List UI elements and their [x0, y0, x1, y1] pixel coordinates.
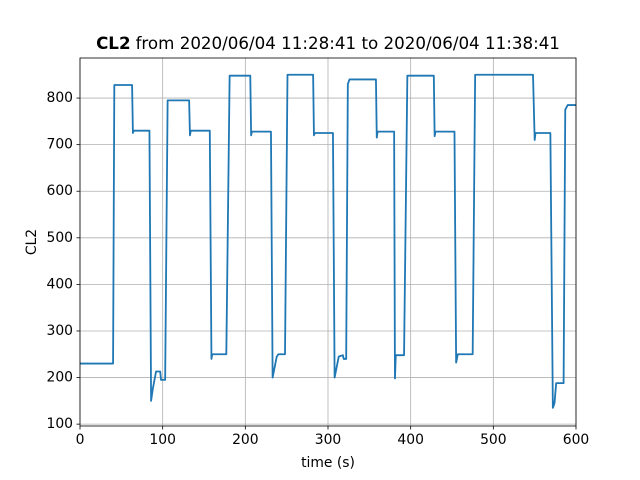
x-tick-label: 300: [315, 432, 342, 448]
x-tick-label: 600: [563, 432, 590, 448]
y-tick-label: 800: [46, 90, 73, 106]
plot-frame: [79, 57, 577, 427]
chart-title-group: CL2 from 2020/06/04 11:28:41 to 2020/06/0…: [96, 33, 560, 53]
x-tick-label: 400: [397, 432, 424, 448]
chart-subtitle: from 2020/06/04 11:28:41 to 2020/06/04 1…: [136, 33, 560, 53]
y-tick-label: 200: [46, 370, 73, 386]
y-tick-label: 400: [46, 276, 73, 292]
x-tick-label: 100: [149, 432, 176, 448]
x-tick-label: 200: [232, 432, 259, 448]
x-tick-label: 0: [76, 432, 85, 448]
y-axis-label: CL2: [24, 229, 40, 255]
y-tick-label: 100: [46, 416, 73, 432]
y-tick-label: 500: [46, 230, 73, 246]
chart-title: CL2: [96, 33, 131, 53]
y-tick-label: 700: [46, 137, 73, 153]
y-tick-label: 300: [46, 323, 73, 339]
data-line: [80, 73, 576, 409]
x-tick-label: 500: [480, 432, 507, 448]
x-axis-label: time (s): [301, 455, 355, 471]
y-tick-label: 600: [46, 183, 73, 199]
